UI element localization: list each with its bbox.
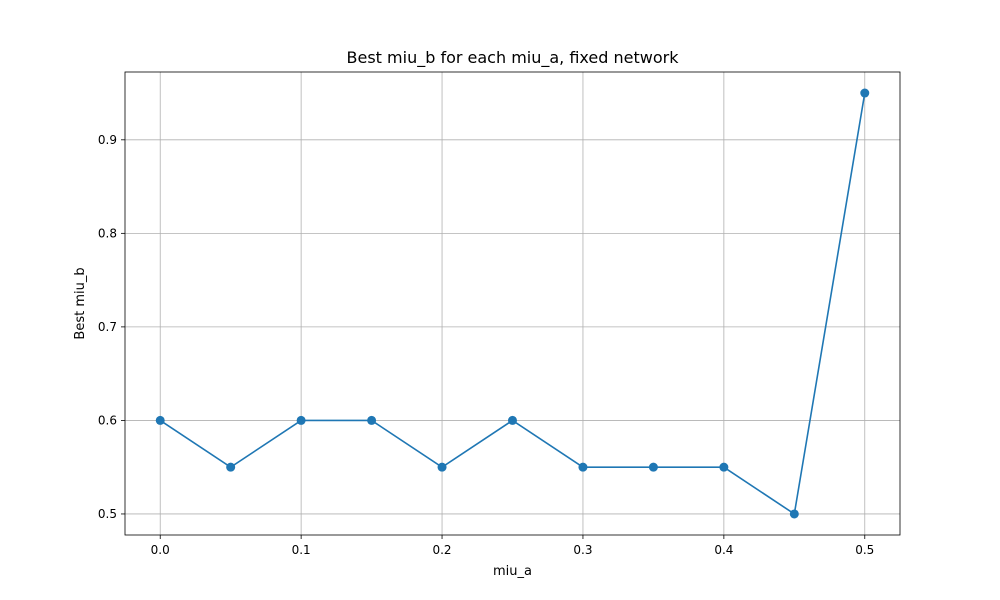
x-tick-label: 0.4 [714,543,733,557]
x-tick-label: 0.5 [855,543,874,557]
data-point [508,415,517,425]
grid-lines [125,72,900,535]
data-point [648,462,658,472]
chart-title: Best miu_b for each miu_a, fixed network [347,48,680,68]
data-point [860,88,870,98]
data-point [719,462,729,472]
y-tick-label: 0.7 [98,320,117,334]
plot-frame [124,71,901,536]
x-tick-label: 0.2 [432,543,451,557]
data-point [437,462,447,472]
data-point [226,462,236,472]
data-point [578,462,588,472]
data-point [367,415,377,425]
x-tick-label: 0.3 [573,543,592,557]
data-point [789,509,799,519]
y-tick-label: 0.5 [98,507,117,521]
x-axis-label: miu_a [493,564,532,579]
x-tick-label: 0.1 [292,543,311,557]
data-point [296,415,306,425]
x-tick-label: 0.0 [151,543,170,557]
axis-ticks: 0.0 0.1 0.2 0.3 0.4 0.5 0.5 0.6 0.7 0.8 0.9 [98,133,874,557]
y-tick-label: 0.6 [98,413,117,427]
y-axis-label: Best miu_b [73,267,88,339]
series-layer [155,88,870,519]
y-tick-label: 0.8 [98,226,117,240]
y-tick-label: 0.9 [98,133,117,147]
data-point [155,415,165,425]
